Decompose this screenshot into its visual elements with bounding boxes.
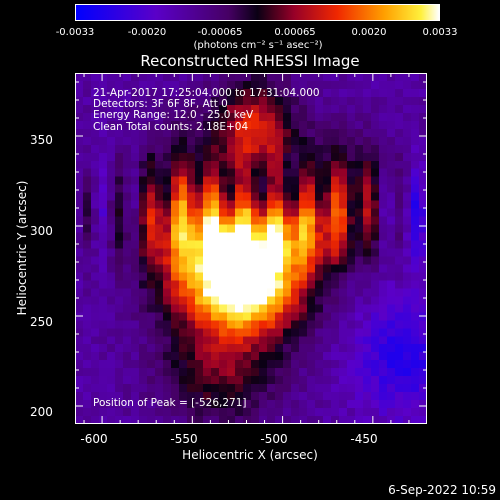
colorbar-tick: 0.00065 [274, 27, 316, 38]
y-tick-label: 350 [30, 133, 53, 147]
timestamp-footer: 6-Sep-2022 10:59 [388, 483, 496, 497]
colorbar-tick: -0.0033 [55, 27, 95, 38]
colorbar [75, 4, 440, 21]
x-tick-label: -550 [170, 432, 198, 446]
annotation-energy: Energy Range: 12.0 - 25.0 keV [93, 109, 254, 121]
x-tick-label: -600 [80, 432, 108, 446]
rhessi-image-plot [75, 73, 427, 424]
x-tick-label: -450 [350, 432, 378, 446]
colorbar-tick: 0.0033 [422, 27, 458, 38]
colorbar-tick: -0.00065 [197, 27, 243, 38]
plot-frame [75, 73, 427, 424]
x-axis-label: Heliocentric X (arcsec) [182, 448, 318, 462]
y-tick-label: 300 [30, 224, 53, 238]
annotation-time: 21-Apr-2017 17:25:04.000 to 17:31:04.000 [93, 87, 320, 99]
x-tick-label: -500 [260, 432, 288, 446]
colorbar-tick: -0.0020 [127, 27, 167, 38]
annotation-clean: Clean Total counts: 2.18E+04 [93, 121, 249, 133]
y-tick-label: 200 [30, 405, 53, 419]
y-tick-label: 250 [30, 315, 53, 329]
rhessi-image-map [75, 73, 427, 424]
annotation-detectors: Detectors: 3F 6F 8F, Att 0 [93, 98, 228, 110]
annotation-peak: Position of Peak = [-526,271] [93, 397, 247, 409]
y-axis-label: Heliocentric Y (arcsec) [15, 180, 29, 316]
axis-ticks [75, 73, 427, 424]
colorbar-unit: (photons cm⁻² s⁻¹ asec⁻²) [193, 40, 323, 51]
image-title: Reconstructed RHESSI Image [140, 52, 360, 70]
colorbar-tick: 0.0020 [351, 27, 387, 38]
